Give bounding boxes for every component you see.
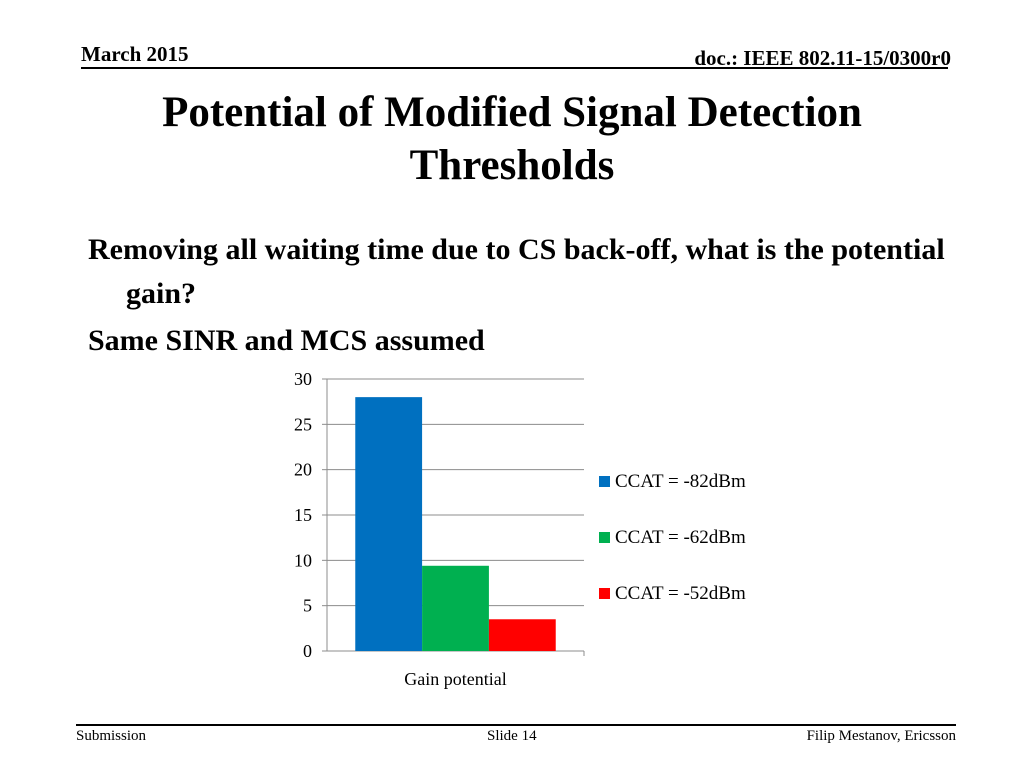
bar [488,619,556,651]
bullet-list: Removing all waiting time due to CS back… [88,228,948,366]
y-tick-label: 10 [294,550,312,570]
y-tick-label: 30 [294,369,312,389]
bar [422,565,489,651]
bullet-item: Removing all waiting time due to CS back… [88,233,945,310]
y-tick-label: 25 [294,414,312,434]
legend-swatch [599,588,610,599]
header-doc-id: doc.: IEEE 802.11-15/0300r0 [694,46,951,70]
y-tick-label: 15 [294,505,312,525]
legend-label: CCAT = -82dBm [615,471,746,492]
x-category-label: Gain potential [404,669,506,689]
y-tick-label: 20 [294,460,312,480]
y-tick-label: 5 [303,596,312,616]
legend-swatch [599,476,610,487]
footer-author: Filip Mestanov, Ericsson [806,728,956,744]
header-date: March 2015 [81,42,189,66]
bar-chart: 0 5 10 15 20 25 30 Gain potential CCAT = -82dBm C… [294,369,746,689]
footer-divider [76,724,956,726]
footer-submission: Submission [76,728,147,744]
legend-swatch [599,532,610,543]
y-tick-label: 0 [303,641,312,661]
slide-title: Potential of Modified Signal Detection T… [162,89,862,189]
bullet-item: Same SINR and MCS assumed [88,324,485,357]
bar [355,397,423,651]
footer-slide-number: Slide 14 [487,728,537,744]
legend-label: CCAT = -62dBm [615,527,746,548]
legend-label: CCAT = -52dBm [615,583,746,604]
header-divider [81,67,948,69]
